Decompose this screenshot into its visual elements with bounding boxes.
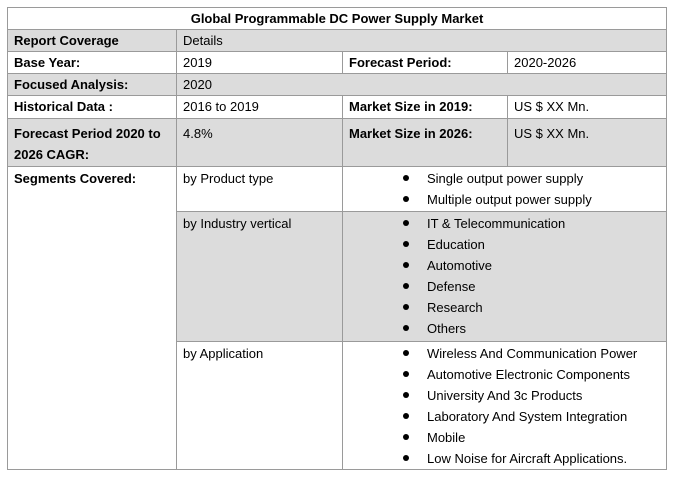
list-item: Multiple output power supply [401, 189, 660, 210]
bullet-list: IT & Telecommunication Education Automot… [349, 213, 660, 339]
bullet-icon [403, 175, 409, 181]
market-size-2019-label: Market Size in 2019: [342, 95, 508, 119]
forecast-period-value: 2020-2026 [507, 51, 667, 74]
bullet-list: Wireless And Communication Power Automot… [349, 343, 660, 469]
item-text: Laboratory And System Integration [427, 409, 628, 424]
table-title: Global Programmable DC Power Supply Mark… [7, 7, 667, 30]
market-table: Global Programmable DC Power Supply Mark… [7, 7, 667, 470]
base-year-value: 2019 [176, 51, 343, 74]
item-text: Education [427, 237, 485, 252]
historical-row: Historical Data : 2016 to 2019 Market Si… [7, 95, 667, 119]
segment-items: Single output power supply Multiple outp… [342, 166, 667, 212]
historical-value: 2016 to 2019 [176, 95, 343, 119]
bullet-list: Single output power supply Multiple outp… [349, 168, 660, 210]
segments-label: Segments Covered: [7, 166, 177, 470]
segment-group-name: by Industry vertical [176, 211, 343, 342]
focused-row: Focused Analysis: 2020 [7, 73, 667, 96]
list-item: Automotive Electronic Components [401, 364, 660, 385]
base-year-label: Base Year: [7, 51, 177, 74]
item-text: Single output power supply [427, 171, 584, 186]
list-item: Others [401, 318, 660, 339]
list-item: Wireless And Communication Power [401, 343, 660, 364]
market-size-2026-label: Market Size in 2026: [342, 118, 508, 167]
bullet-icon [403, 413, 409, 419]
bullet-icon [403, 350, 409, 356]
list-item: Research [401, 297, 660, 318]
market-size-2019-value: US $ XX Mn. [507, 95, 667, 119]
list-item: Laboratory And System Integration [401, 406, 660, 427]
item-text: Low Noise for Aircraft Applications. [427, 451, 628, 466]
bullet-icon [403, 434, 409, 440]
segment-row-application: by Application Wireless And Communicatio… [8, 341, 667, 470]
item-text: IT & Telecommunication [427, 216, 566, 231]
list-item: Education [401, 234, 660, 255]
list-item: IT & Telecommunication [401, 213, 660, 234]
focused-value: 2020 [176, 73, 667, 96]
market-size-2026-value: US $ XX Mn. [507, 118, 667, 167]
bullet-icon [403, 371, 409, 377]
historical-label: Historical Data : [7, 95, 177, 119]
list-item: Automotive [401, 255, 660, 276]
item-text: Wireless And Communication Power [427, 346, 638, 361]
list-item: Single output power supply [401, 168, 660, 189]
list-item: Mobile [401, 427, 660, 448]
segment-group-name: by Product type [176, 166, 343, 212]
bullet-icon [403, 262, 409, 268]
focused-label: Focused Analysis: [7, 73, 177, 96]
bullet-icon [403, 283, 409, 289]
title-row: Global Programmable DC Power Supply Mark… [7, 7, 667, 30]
bullet-icon [403, 455, 409, 461]
cagr-value: 4.8% [176, 118, 343, 167]
item-text: University And 3c Products [427, 388, 583, 403]
item-text: Others [427, 321, 467, 336]
coverage-label: Report Coverage [7, 29, 177, 52]
bullet-icon [403, 325, 409, 331]
item-text: Automotive [427, 258, 493, 273]
item-text: Automotive Electronic Components [427, 367, 631, 382]
item-text: Defense [427, 279, 476, 294]
list-item: Low Noise for Aircraft Applications. [401, 448, 660, 469]
bullet-icon [403, 196, 409, 202]
item-text: Multiple output power supply [427, 192, 592, 207]
item-text: Research [427, 300, 483, 315]
list-item: University And 3c Products [401, 385, 660, 406]
segment-group-name: by Application [176, 341, 343, 470]
base-year-row: Base Year: 2019 Forecast Period: 2020-20… [7, 51, 667, 74]
bullet-icon [403, 220, 409, 226]
bullet-icon [403, 241, 409, 247]
list-item: Defense [401, 276, 660, 297]
forecast-period-label: Forecast Period: [342, 51, 508, 74]
item-text: Mobile [427, 430, 466, 445]
bullet-icon [403, 304, 409, 310]
cagr-label: Forecast Period 2020 to 2026 CAGR: [7, 118, 177, 167]
segment-items: Wireless And Communication Power Automot… [342, 341, 667, 470]
segment-items: IT & Telecommunication Education Automot… [342, 211, 667, 342]
segment-row-industry: by Industry vertical IT & Telecommunicat… [8, 211, 667, 342]
bullet-icon [403, 392, 409, 398]
cagr-row: Forecast Period 2020 to 2026 CAGR: 4.8% … [7, 118, 667, 167]
segment-row-product: Segments Covered: by Product type Single… [7, 166, 667, 470]
coverage-value: Details [176, 29, 667, 52]
coverage-row: Report Coverage Details [7, 29, 667, 52]
